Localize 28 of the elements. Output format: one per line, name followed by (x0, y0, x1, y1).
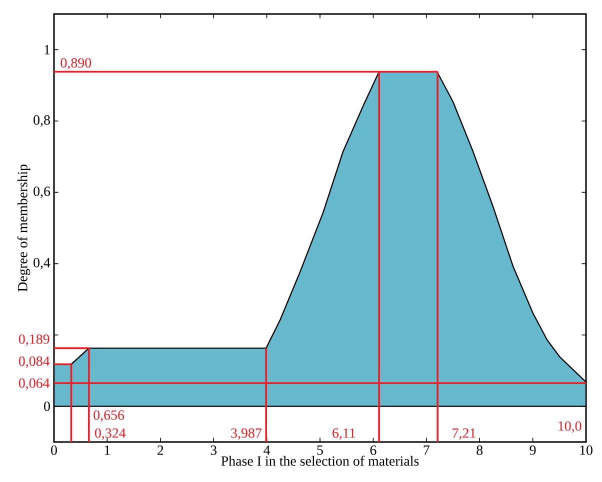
y-tick-label: 0,8 (34, 115, 50, 127)
annotation: 0,324 (94, 428, 126, 440)
x-tick-label: 5 (317, 446, 323, 455)
annotation: 3,987 (231, 428, 262, 440)
x-tick-label: 0 (51, 446, 57, 455)
annotation: 0,189 (18, 334, 50, 346)
x-tick-label: 8 (476, 446, 483, 455)
annotation: 0,656 (94, 410, 124, 422)
y-tick-label: 0,4 (34, 258, 50, 270)
annotation: 0,084 (18, 356, 50, 368)
x-tick-label: 1 (104, 446, 110, 455)
y-tick-label: 0 (44, 402, 50, 412)
annotation: 10,0 (558, 421, 582, 433)
x-tick-label: 4 (264, 446, 270, 455)
x-tick-label: 10 (580, 446, 592, 455)
y-axis-title: Degree of membership (17, 164, 30, 292)
annotation: 0,890 (60, 58, 92, 70)
x-axis-title: Phase I in the selection of materials (221, 456, 419, 466)
x-tick-label: 3 (210, 446, 217, 455)
y-tick-label: 1 (44, 45, 50, 54)
x-tick-label: 7 (424, 446, 430, 455)
x-tick-label: 9 (530, 446, 536, 455)
annotation: 6,11 (332, 428, 356, 440)
x-tick-label: 2 (158, 446, 164, 455)
annotation: 0,064 (18, 378, 50, 390)
annotation: 7,21 (452, 428, 476, 440)
y-tick-label: 0,6 (34, 186, 50, 198)
x-tick-label: 6 (370, 446, 376, 455)
